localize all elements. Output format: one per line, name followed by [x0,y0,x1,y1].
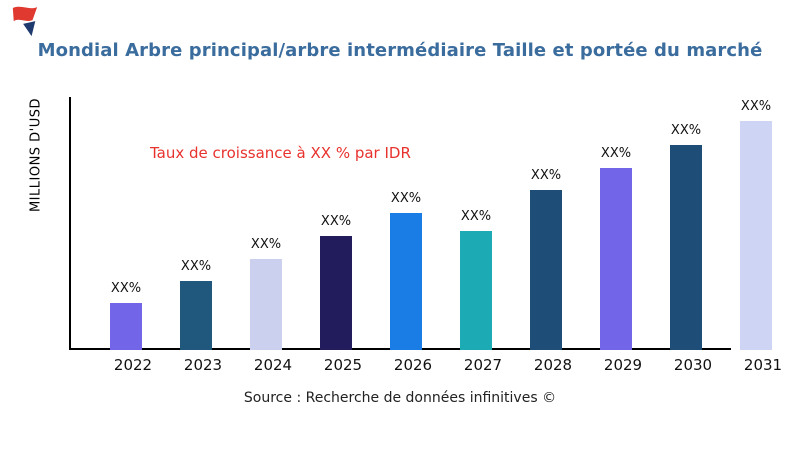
bar-value-label-2024: XX% [250,237,282,252]
x-tick-label-2024: 2024 [253,356,293,374]
x-tick-label-2025: 2025 [323,356,363,374]
x-tick-label-2029: 2029 [603,356,643,374]
logo-navy-accent [23,21,36,37]
logo-red-flag [12,6,38,22]
chart-title: Mondial Arbre principal/arbre intermédia… [37,40,763,61]
x-tick-label-2028: 2028 [533,356,573,374]
bar-2029 [600,168,632,350]
bar-value-label-2022: XX% [110,281,142,296]
bar-2027 [460,231,492,350]
bar-value-label-2028: XX% [530,168,562,183]
source-caption: Source : Recherche de données infinitive… [243,390,557,406]
x-tick-label-2030: 2030 [673,356,713,374]
growth-rate-annotation: Taux de croissance à XX % par IDR [150,144,411,162]
bar-2025 [320,236,352,350]
bar-value-label-2031: XX% [740,99,772,114]
x-tick-label-2027: 2027 [463,356,503,374]
bar-2024 [250,259,282,350]
y-axis-line [69,97,71,350]
bar-value-label-2026: XX% [390,191,422,206]
bar-value-label-2030: XX% [670,123,702,138]
bar-value-label-2029: XX% [600,146,632,161]
bar-2028 [530,190,562,350]
bar-2031 [740,121,772,350]
bar-value-label-2023: XX% [180,259,212,274]
bar-2026 [390,213,422,350]
bar-value-label-2027: XX% [460,209,492,224]
bar-value-label-2025: XX% [320,214,352,229]
x-tick-label-2023: 2023 [183,356,223,374]
x-tick-label-2031: 2031 [743,356,783,374]
brand-logo-icon [12,6,38,37]
bar-2022 [110,303,142,350]
x-tick-label-2022: 2022 [113,356,153,374]
bar-2030 [670,145,702,350]
bar-2023 [180,281,212,350]
x-tick-label-2026: 2026 [393,356,433,374]
